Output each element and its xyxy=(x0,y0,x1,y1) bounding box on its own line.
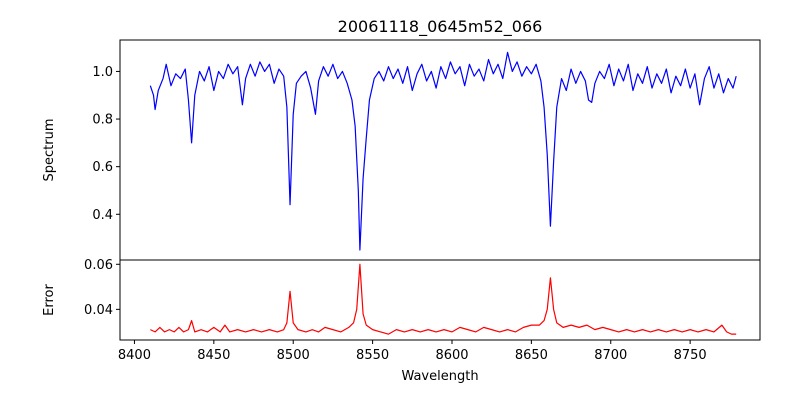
error-series-line xyxy=(150,263,737,335)
chart-title: 20061118_0645m52_066 xyxy=(338,17,543,37)
x-tick-label: 8500 xyxy=(277,348,310,363)
x-tick-label: 8600 xyxy=(435,348,468,363)
spectrum-y-tick-label: 0.8 xyxy=(92,113,113,128)
x-tick-label: 8750 xyxy=(674,348,707,363)
error-y-tick-label: 0.06 xyxy=(84,258,113,273)
spectrum-y-tick-label: 0.4 xyxy=(92,208,113,223)
error-axes-frame xyxy=(119,259,761,341)
spectrum-series-line xyxy=(149,51,737,251)
spectrum-y-tick-label: 1.0 xyxy=(92,65,113,80)
spectrum-y-tick-label: 0.6 xyxy=(92,160,113,175)
error-panel: 0.04 0.06 8400 8450 8500 8550 8600 8650 8700 8750 xyxy=(84,258,761,363)
x-tick-label: 8400 xyxy=(118,348,151,363)
x-tick-label: 8650 xyxy=(515,348,548,363)
error-y-tick-label: 0.04 xyxy=(84,303,113,318)
x-tick-label: 8450 xyxy=(197,348,230,363)
error-y-label: Error xyxy=(42,284,57,316)
x-tick-label: 8550 xyxy=(356,348,389,363)
x-axis-label: Wavelength xyxy=(401,369,478,384)
spectrum-y-label: Spectrum xyxy=(42,119,57,182)
x-tick-label: 8700 xyxy=(594,348,627,363)
